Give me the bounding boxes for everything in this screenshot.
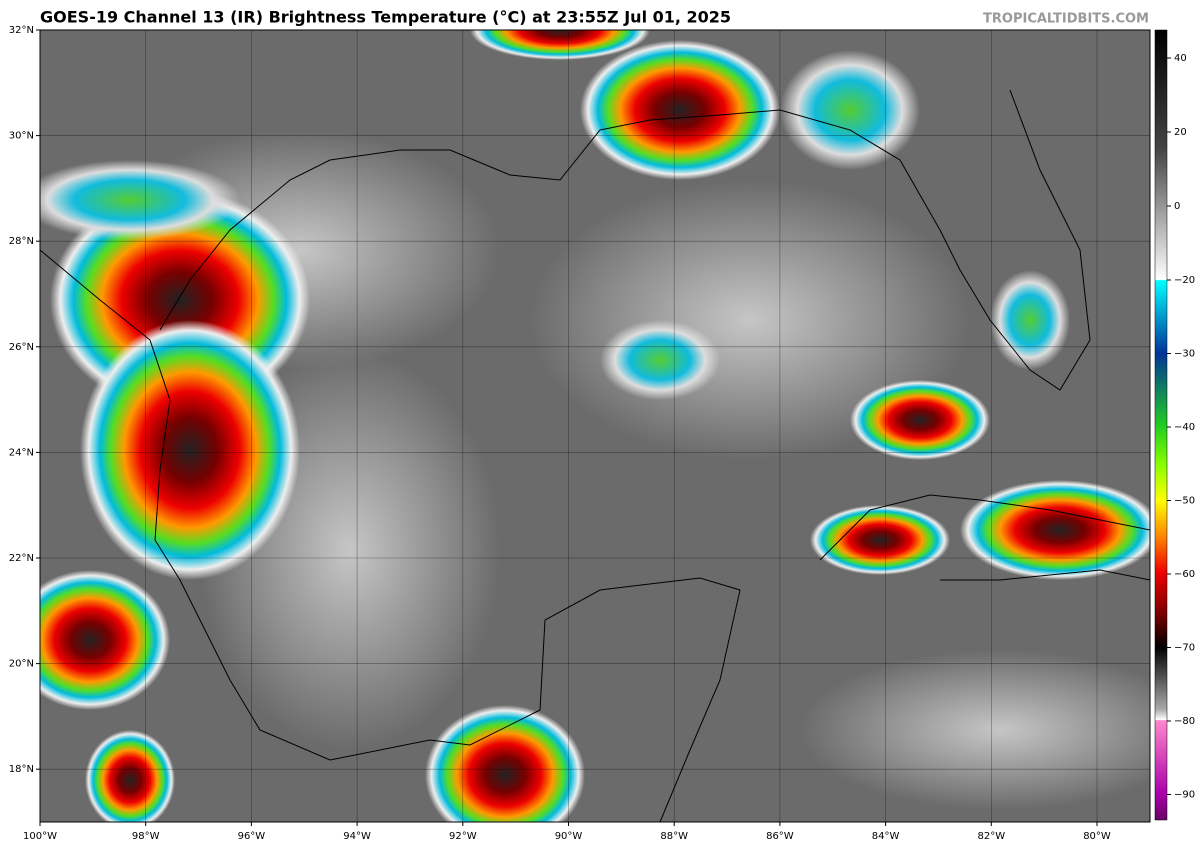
- lon-label: 90°W: [555, 831, 583, 842]
- lon-label: 92°W: [449, 831, 477, 842]
- title: GOES-19 Channel 13 (IR) Brightness Tempe…: [40, 8, 731, 27]
- colorbar-label: −80: [1174, 716, 1195, 727]
- lon-label: 98°W: [132, 831, 160, 842]
- lat-label: 24°N: [9, 447, 34, 458]
- lat-label: 26°N: [9, 342, 34, 353]
- colorbar-label: −70: [1174, 643, 1195, 654]
- lat-label: 30°N: [9, 131, 34, 142]
- colorbar-label: −20: [1174, 275, 1195, 286]
- lon-label: 100°W: [23, 831, 57, 842]
- colorbar-label: 20: [1174, 127, 1187, 138]
- lat-label: 18°N: [9, 764, 34, 775]
- lon-label: 82°W: [977, 831, 1005, 842]
- colorbar-label: −30: [1174, 349, 1195, 360]
- lon-label: 94°W: [343, 831, 371, 842]
- lon-label: 80°W: [1083, 831, 1111, 842]
- lon-label: 84°W: [872, 831, 900, 842]
- map-frame: [39, 29, 1151, 823]
- lon-label: 88°W: [660, 831, 688, 842]
- lon-label: 86°W: [766, 831, 794, 842]
- colorbar-label: 0: [1174, 201, 1180, 212]
- lat-label: 32°N: [9, 25, 34, 36]
- colorbar-label: 40: [1174, 53, 1187, 64]
- colorbar-label: −50: [1174, 496, 1195, 507]
- colorbar: [1154, 29, 1168, 821]
- watermark: TROPICALTIDBITS.COM: [983, 12, 1149, 27]
- lat-label: 22°N: [9, 553, 34, 564]
- colorbar-label: −60: [1174, 569, 1195, 580]
- lon-label: 96°W: [238, 831, 266, 842]
- lat-label: 20°N: [9, 659, 34, 670]
- imagery: [40, 30, 1150, 822]
- colorbar-label: −40: [1174, 422, 1195, 433]
- lat-label: 28°N: [9, 236, 34, 247]
- colorbar-label: −90: [1174, 790, 1195, 801]
